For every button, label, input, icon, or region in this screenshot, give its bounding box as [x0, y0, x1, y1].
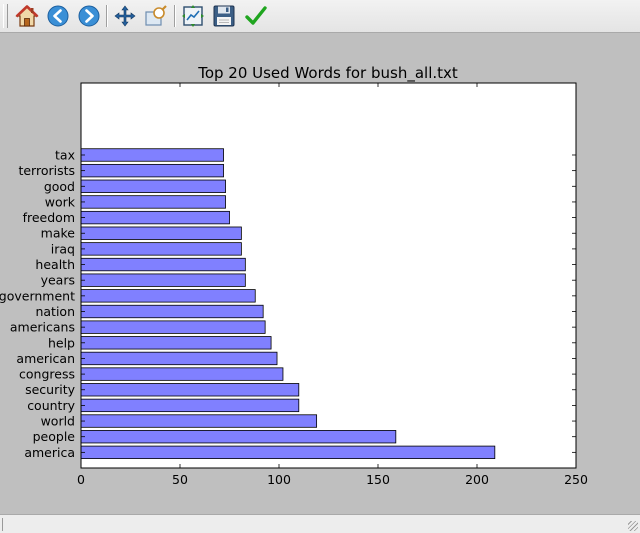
move-arrows-icon — [114, 5, 136, 27]
toolbar-separator — [106, 5, 108, 27]
forward-arrow-icon — [78, 5, 100, 27]
bar-freedom — [80, 210, 230, 225]
y-tick-label: american — [16, 351, 75, 366]
subplots-button[interactable] — [180, 3, 206, 29]
y-tick-label: congress — [19, 367, 75, 382]
bar-tax — [80, 148, 224, 162]
floppy-disk-icon — [213, 5, 235, 27]
bar-government — [80, 289, 256, 303]
bar-nation — [80, 304, 264, 319]
zoom-button[interactable] — [143, 3, 169, 29]
y-tick-label: tax — [55, 147, 75, 162]
y-tick-label: good — [44, 179, 75, 194]
resize-grip[interactable] — [628, 521, 638, 531]
bar-iraq — [80, 242, 242, 256]
bar-terrorists — [80, 163, 224, 178]
y-tick-label: government — [0, 288, 75, 303]
bar-health — [80, 257, 246, 272]
x-tick-label: 150 — [366, 472, 390, 487]
checkmark-icon — [245, 6, 267, 25]
y-tick-label: work — [45, 194, 76, 209]
plot-area: americapeopleworldcountrysecuritycongres… — [0, 82, 588, 487]
home-icon — [15, 5, 39, 27]
bar-american — [80, 351, 278, 366]
status-bar — [0, 514, 640, 533]
bar-americans — [80, 320, 266, 334]
toolbar-separator — [174, 5, 176, 27]
y-tick-label: americans — [10, 320, 75, 335]
edit-axes-button[interactable] — [243, 3, 269, 29]
y-tick-label: world — [41, 414, 75, 429]
subplots-config-icon — [182, 5, 204, 27]
bar-country — [80, 398, 300, 413]
bar-work — [80, 195, 226, 209]
y-tick-label: country — [27, 398, 75, 413]
bar-america — [80, 445, 496, 460]
bar-congress — [80, 367, 284, 381]
pan-button[interactable] — [112, 3, 138, 29]
toolbar — [0, 0, 640, 33]
y-tick-label: america — [24, 445, 75, 460]
x-tick-label: 0 — [77, 472, 85, 487]
y-tick-label: people — [33, 429, 76, 444]
y-tick-label: security — [25, 382, 76, 397]
toolbar-grip — [3, 4, 8, 28]
figure-canvas[interactable]: Top 20 Used Words for bush_all.txt ameri… — [0, 33, 640, 514]
axes-frame — [80, 82, 577, 469]
status-grip — [2, 518, 3, 531]
back-button[interactable] — [45, 3, 71, 29]
y-tick-label: health — [35, 257, 75, 272]
zoom-rectangle-icon — [145, 5, 167, 26]
save-button[interactable] — [211, 3, 237, 29]
bar-make — [80, 226, 242, 240]
chart-title: Top 20 Used Words for bush_all.txt — [197, 64, 458, 83]
x-tick-label: 250 — [564, 472, 588, 487]
bar-security — [80, 383, 300, 397]
bar-good — [80, 179, 226, 193]
home-button[interactable] — [14, 3, 40, 29]
bar-help — [80, 336, 272, 350]
bar-people — [80, 430, 397, 444]
back-arrow-icon — [47, 5, 69, 27]
x-tick-label: 200 — [465, 472, 489, 487]
x-tick-label: 50 — [172, 472, 188, 487]
forward-button[interactable] — [76, 3, 102, 29]
y-tick-label: nation — [35, 304, 75, 319]
bar-world — [80, 414, 318, 428]
y-tick-label: freedom — [23, 210, 75, 225]
x-tick-label: 100 — [267, 472, 291, 487]
y-tick-label: terrorists — [18, 163, 75, 178]
y-tick-label: iraq — [51, 241, 75, 256]
y-tick-label: make — [41, 226, 76, 241]
bar-years — [80, 273, 246, 287]
y-tick-label: years — [41, 273, 75, 288]
y-tick-label: help — [48, 335, 75, 350]
